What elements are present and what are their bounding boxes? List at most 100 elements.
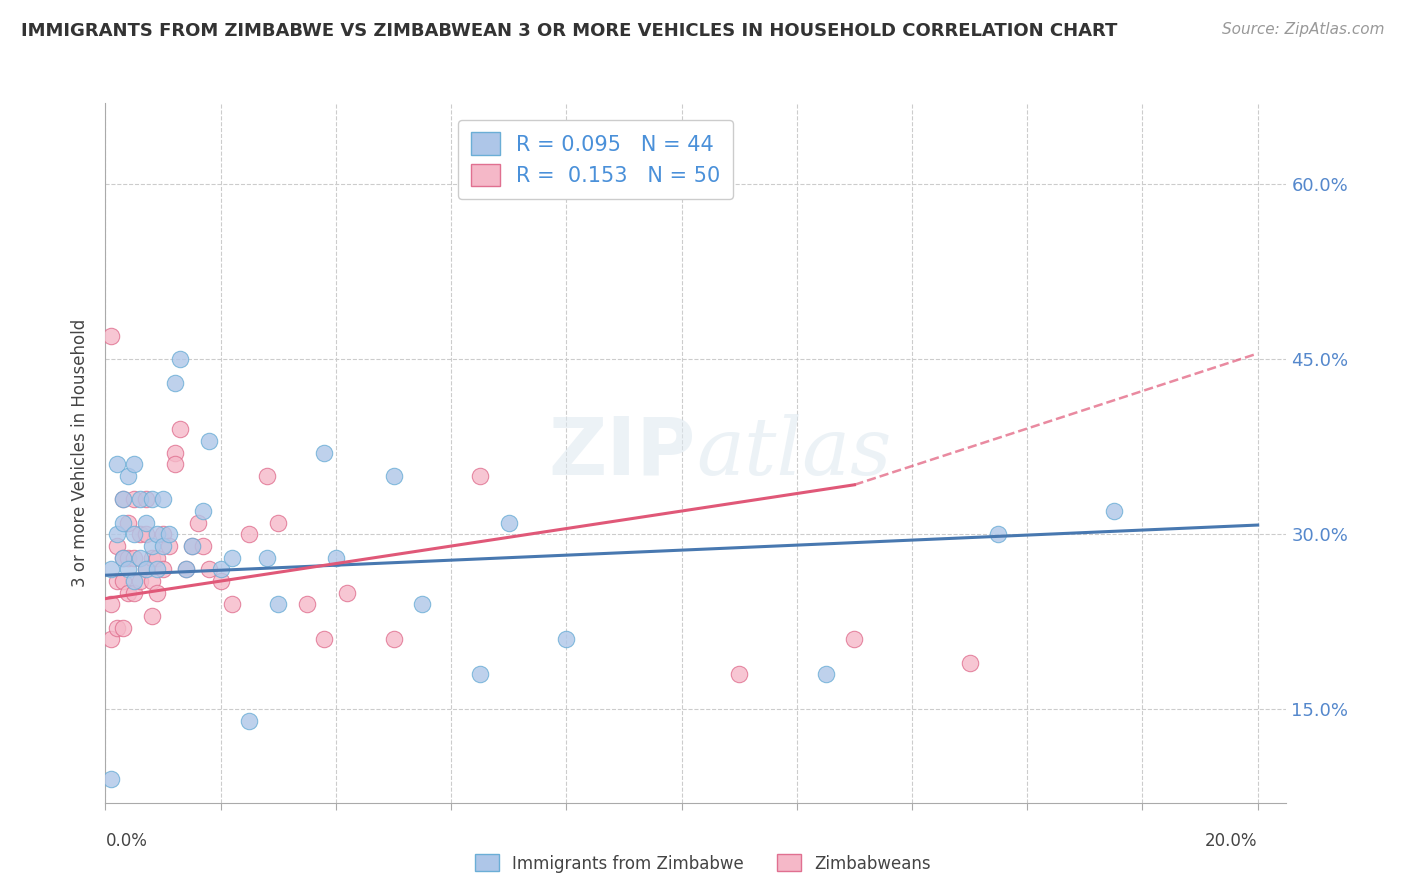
Point (105, 458, 128, 472)
Point (117, 550, 139, 565)
Point (111, 492, 134, 507)
Point (163, 376, 186, 390)
Point (146, 550, 169, 565)
Point (111, 550, 134, 565)
Text: ZIP: ZIP (548, 414, 696, 491)
Point (844, 632, 866, 647)
Point (129, 492, 152, 507)
Text: 0.0%: 0.0% (105, 832, 148, 850)
Point (498, 516, 520, 530)
Point (256, 550, 278, 565)
Point (411, 598, 433, 612)
Point (295, 598, 318, 612)
Point (238, 527, 260, 541)
Point (135, 492, 157, 507)
Text: IMMIGRANTS FROM ZIMBABWE VS ZIMBABWEAN 3 OR MORE VEHICLES IN HOUSEHOLD CORRELATI: IMMIGRANTS FROM ZIMBABWE VS ZIMBABWEAN 3… (21, 22, 1118, 40)
Point (117, 586, 139, 600)
Point (238, 714, 260, 728)
Point (122, 550, 145, 565)
Point (152, 492, 174, 507)
Point (314, 446, 336, 460)
Point (117, 469, 139, 483)
Point (100, 632, 122, 647)
Point (111, 550, 134, 565)
Point (187, 516, 209, 530)
Point (100, 772, 122, 787)
Point (111, 574, 134, 588)
Point (129, 574, 152, 588)
Point (814, 667, 837, 681)
Point (146, 586, 169, 600)
Point (100, 562, 122, 576)
Text: 20.0%: 20.0% (1205, 832, 1258, 850)
Point (987, 527, 1010, 541)
Point (163, 458, 186, 472)
Point (174, 562, 197, 576)
Point (122, 458, 145, 472)
Point (157, 527, 180, 541)
Point (468, 469, 491, 483)
Point (111, 516, 134, 530)
Point (382, 632, 405, 647)
Point (129, 550, 152, 565)
Point (555, 632, 578, 647)
Point (157, 539, 180, 553)
Point (141, 492, 163, 507)
Legend: R = 0.095   N = 44, R =  0.153   N = 50: R = 0.095 N = 44, R = 0.153 N = 50 (458, 120, 733, 199)
Point (117, 562, 139, 576)
Point (141, 574, 163, 588)
Point (221, 550, 243, 565)
Point (146, 562, 169, 576)
Point (174, 562, 197, 576)
Point (198, 434, 221, 448)
Point (267, 516, 290, 530)
Point (728, 667, 751, 681)
Point (209, 562, 232, 576)
Point (122, 492, 145, 507)
Point (117, 516, 139, 530)
Point (336, 586, 359, 600)
Point (152, 539, 174, 553)
Point (1102, 504, 1125, 518)
Text: Source: ZipAtlas.com: Source: ZipAtlas.com (1222, 22, 1385, 37)
Point (209, 574, 232, 588)
Point (100, 598, 122, 612)
Point (193, 504, 215, 518)
Point (325, 550, 347, 565)
Point (135, 562, 157, 576)
Point (111, 621, 134, 635)
Point (152, 527, 174, 541)
Point (135, 516, 157, 530)
Point (152, 562, 174, 576)
Point (105, 527, 128, 541)
Point (105, 621, 128, 635)
Point (314, 632, 336, 647)
Point (105, 574, 128, 588)
Point (105, 539, 128, 553)
Legend: Immigrants from Zimbabwe, Zimbabweans: Immigrants from Zimbabwe, Zimbabweans (468, 847, 938, 880)
Point (267, 598, 290, 612)
Point (382, 469, 405, 483)
Point (141, 609, 163, 624)
Point (221, 598, 243, 612)
Point (256, 469, 278, 483)
Point (163, 446, 186, 460)
Point (959, 656, 981, 670)
Point (122, 586, 145, 600)
Point (141, 539, 163, 553)
Point (169, 422, 191, 436)
Point (180, 539, 202, 553)
Point (135, 562, 157, 576)
Point (198, 562, 221, 576)
Point (169, 352, 191, 367)
Point (122, 574, 145, 588)
Y-axis label: 3 or more Vehicles in Household: 3 or more Vehicles in Household (72, 318, 90, 587)
Point (146, 527, 169, 541)
Point (180, 539, 202, 553)
Point (129, 527, 152, 541)
Point (141, 550, 163, 565)
Point (193, 539, 215, 553)
Point (111, 492, 134, 507)
Point (468, 667, 491, 681)
Text: atlas: atlas (696, 414, 891, 491)
